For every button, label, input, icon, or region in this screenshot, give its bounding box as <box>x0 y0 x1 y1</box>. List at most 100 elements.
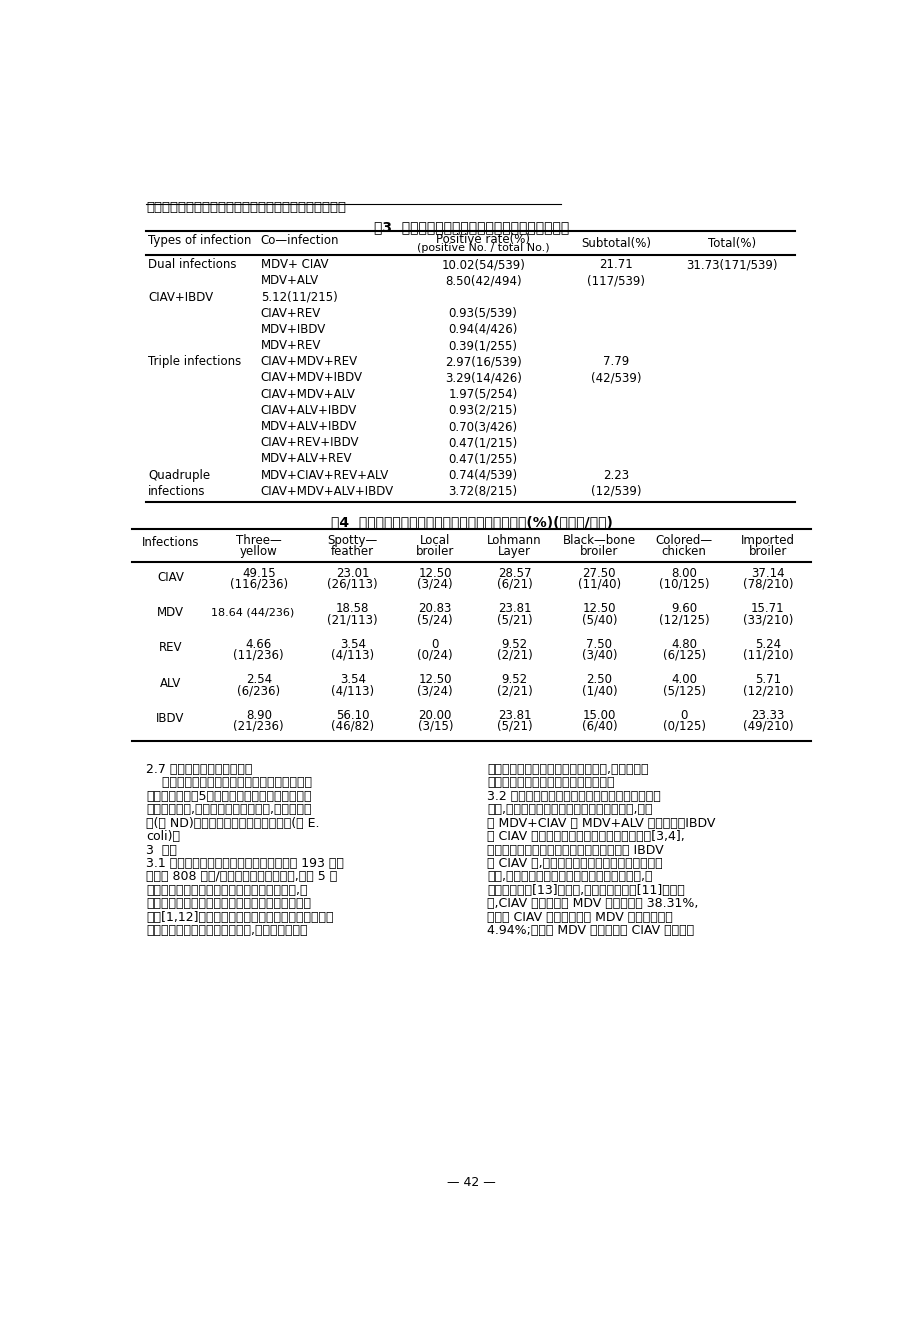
Text: (78/210): (78/210) <box>742 578 792 591</box>
Text: Local: Local <box>420 534 450 547</box>
Text: 0: 0 <box>680 708 687 722</box>
Text: broiler: broiler <box>580 544 618 558</box>
Text: (116/236): (116/236) <box>230 578 288 591</box>
Text: 3.29(14/426): 3.29(14/426) <box>444 371 521 384</box>
Text: — 42 —: — 42 — <box>447 1176 495 1189</box>
Text: 4.94%;同时在 MDV 感染病例中 CIAV 的阳性率: 4.94%;同时在 MDV 感染病例中 CIAV 的阳性率 <box>486 925 693 937</box>
Text: Three—: Three— <box>235 534 281 547</box>
Text: 18.58: 18.58 <box>335 602 369 616</box>
Text: CIAV+MDV+IBDV: CIAV+MDV+IBDV <box>260 371 362 384</box>
Text: CIAV+IBDV: CIAV+IBDV <box>148 290 213 304</box>
Text: 0.93(5/539): 0.93(5/539) <box>448 306 517 320</box>
Text: 以 MDV+CIAV 和 MDV+ALV 最为常见。IBDV: 以 MDV+CIAV 和 MDV+ALV 最为常见。IBDV <box>486 817 715 829</box>
Text: CIAV+REV: CIAV+REV <box>260 306 321 320</box>
Text: (5/125): (5/125) <box>662 684 705 698</box>
Text: 2.54: 2.54 <box>245 673 271 687</box>
Text: Colored—: Colored— <box>655 534 712 547</box>
Text: MDV+ALV+REV: MDV+ALV+REV <box>260 453 352 465</box>
Text: Imported: Imported <box>740 534 794 547</box>
Text: 5.24: 5.24 <box>754 638 780 650</box>
Text: 0.39(1/255): 0.39(1/255) <box>448 339 517 352</box>
Text: 0.74(4/539): 0.74(4/539) <box>448 469 517 481</box>
Text: feather: feather <box>331 544 374 558</box>
Text: 49.15: 49.15 <box>242 567 276 581</box>
Text: 4.00: 4.00 <box>671 673 697 687</box>
Text: 7.50: 7.50 <box>585 638 612 650</box>
Text: (6/236): (6/236) <box>237 684 280 698</box>
Text: 和 CIAV 时,其体液免疫和细胞免疫系统同时受到: 和 CIAV 时,其体液免疫和细胞免疫系统同时受到 <box>486 857 662 870</box>
Text: (12/125): (12/125) <box>658 613 709 626</box>
Text: 中国畜牧兽医学会禽病学分会第十四次学术研讨会论文集: 中国畜牧兽医学会禽病学分会第十四次学术研讨会论文集 <box>146 200 346 214</box>
Text: (4/113): (4/113) <box>331 649 374 661</box>
Text: 27.50: 27.50 <box>582 567 616 581</box>
Text: 21.71: 21.71 <box>599 258 632 271</box>
Text: (11/236): (11/236) <box>233 649 284 661</box>
Text: (5/40): (5/40) <box>581 613 617 626</box>
Text: 5.12(11/215): 5.12(11/215) <box>260 290 337 304</box>
Text: CIAV+ALV+IBDV: CIAV+ALV+IBDV <box>260 403 357 417</box>
Text: broiler: broiler <box>748 544 787 558</box>
Text: MDV: MDV <box>157 606 184 620</box>
Text: 免疫系统不成熟的雏鸡同时感染或先后感染 IBDV: 免疫系统不成熟的雏鸡同时感染或先后感染 IBDV <box>486 844 663 856</box>
Text: (11/210): (11/210) <box>742 649 792 661</box>
Text: 表4  不同品种鸡各种免疫抑制性病毒的阳性检出率(%)(阳性数/总数): 表4 不同品种鸡各种免疫抑制性病毒的阳性检出率(%)(阳性数/总数) <box>330 516 612 530</box>
Text: MDV+REV: MDV+REV <box>260 339 321 352</box>
Text: (3/40): (3/40) <box>581 649 617 661</box>
Text: (49/210): (49/210) <box>742 719 792 732</box>
Text: 4.80: 4.80 <box>671 638 697 650</box>
Text: 12.50: 12.50 <box>418 673 451 687</box>
Text: 3  讨论: 3 讨论 <box>146 844 176 856</box>
Text: Total(%): Total(%) <box>707 237 755 250</box>
Text: 18.64 (44/236): 18.64 (44/236) <box>210 607 293 617</box>
Text: 56.10: 56.10 <box>335 708 369 722</box>
Text: infections: infections <box>148 485 206 497</box>
Text: 3.72(8/215): 3.72(8/215) <box>448 485 517 497</box>
Text: (4/113): (4/113) <box>331 684 374 698</box>
Text: 37.14: 37.14 <box>750 567 784 581</box>
Text: Layer: Layer <box>497 544 530 558</box>
Text: (2/21): (2/21) <box>496 649 532 661</box>
Text: CIAV+MDV+ALV: CIAV+MDV+ALV <box>260 387 355 401</box>
Text: 免疫抑制性病毒的感染在商业鸡群中均有发生,而: 免疫抑制性病毒的感染在商业鸡群中均有发生,而 <box>146 884 307 896</box>
Text: (6/125): (6/125) <box>662 649 705 661</box>
Text: 2.50: 2.50 <box>585 673 612 687</box>
Text: 疾病更加复杂和严重的一个重要原因。: 疾病更加复杂和严重的一个重要原因。 <box>486 775 614 789</box>
Text: Triple infections: Triple infections <box>148 355 242 368</box>
Text: chicken: chicken <box>661 544 706 558</box>
Text: 1.97(5/254): 1.97(5/254) <box>448 387 517 401</box>
Text: Spotty—: Spotty— <box>327 534 378 547</box>
Text: 表明,二重及多重病原混合感染的情况很普遍,其中: 表明,二重及多重病原混合感染的情况很普遍,其中 <box>486 804 652 816</box>
Text: 0.70(3/426): 0.70(3/426) <box>448 419 517 433</box>
Text: 混合感染部分典型病例的临床特征、免疫情况: 混合感染部分典型病例的临床特征、免疫情况 <box>146 775 312 789</box>
Text: (1/40): (1/40) <box>581 684 617 698</box>
Text: (21/236): (21/236) <box>233 719 284 732</box>
Text: CIAV+MDV+ALV+IBDV: CIAV+MDV+ALV+IBDV <box>260 485 393 497</box>
Text: 8.50(42/494): 8.50(42/494) <box>444 274 521 288</box>
Text: Positive rate(%): Positive rate(%) <box>436 233 529 246</box>
Text: (3/24): (3/24) <box>417 684 453 698</box>
Text: (21/113): (21/113) <box>327 613 378 626</box>
Text: (26/113): (26/113) <box>327 578 378 591</box>
Text: MDV+ CIAV: MDV+ CIAV <box>260 258 328 271</box>
Text: 表3  五种免疫抑制性病毒各种感染形式的检测结果: 表3 五种免疫抑制性病毒各种感染形式的检测结果 <box>373 220 569 234</box>
Text: 5.71: 5.71 <box>754 673 780 687</box>
Text: (11/40): (11/40) <box>577 578 620 591</box>
Text: (12/210): (12/210) <box>742 684 792 698</box>
Text: 12.50: 12.50 <box>418 567 451 581</box>
Text: 疫抑制性病毒的感染已相当普遍,这可能是引发目: 疫抑制性病毒的感染已相当普遍,这可能是引发目 <box>146 925 307 937</box>
Text: (46/82): (46/82) <box>331 719 374 732</box>
Text: 12.50: 12.50 <box>582 602 616 616</box>
Text: 8.90: 8.90 <box>245 708 271 722</box>
Text: 成严重的后果[13]。此外,蒋玲艳等的调查[11]也曾发: 成严重的后果[13]。此外,蒋玲艳等的调查[11]也曾发 <box>486 884 684 896</box>
Text: 2.97(16/539): 2.97(16/539) <box>444 355 521 368</box>
Text: 23.81: 23.81 <box>497 602 530 616</box>
Text: (6/21): (6/21) <box>496 578 532 591</box>
Text: MDV+ALV+IBDV: MDV+ALV+IBDV <box>260 419 357 433</box>
Text: Lohmann: Lohmann <box>487 534 541 547</box>
Text: 15.00: 15.00 <box>582 708 616 722</box>
Text: 0.94(4/426): 0.94(4/426) <box>448 323 517 336</box>
Text: 3.54: 3.54 <box>339 673 365 687</box>
Text: 业鸡群 808 羽病/死鸡的样品进行的检测,发现 5 种: 业鸡群 808 羽病/死鸡的样品进行的检测,发现 5 种 <box>146 871 337 883</box>
Text: broiler: broiler <box>415 544 454 558</box>
Text: 0: 0 <box>431 638 438 650</box>
